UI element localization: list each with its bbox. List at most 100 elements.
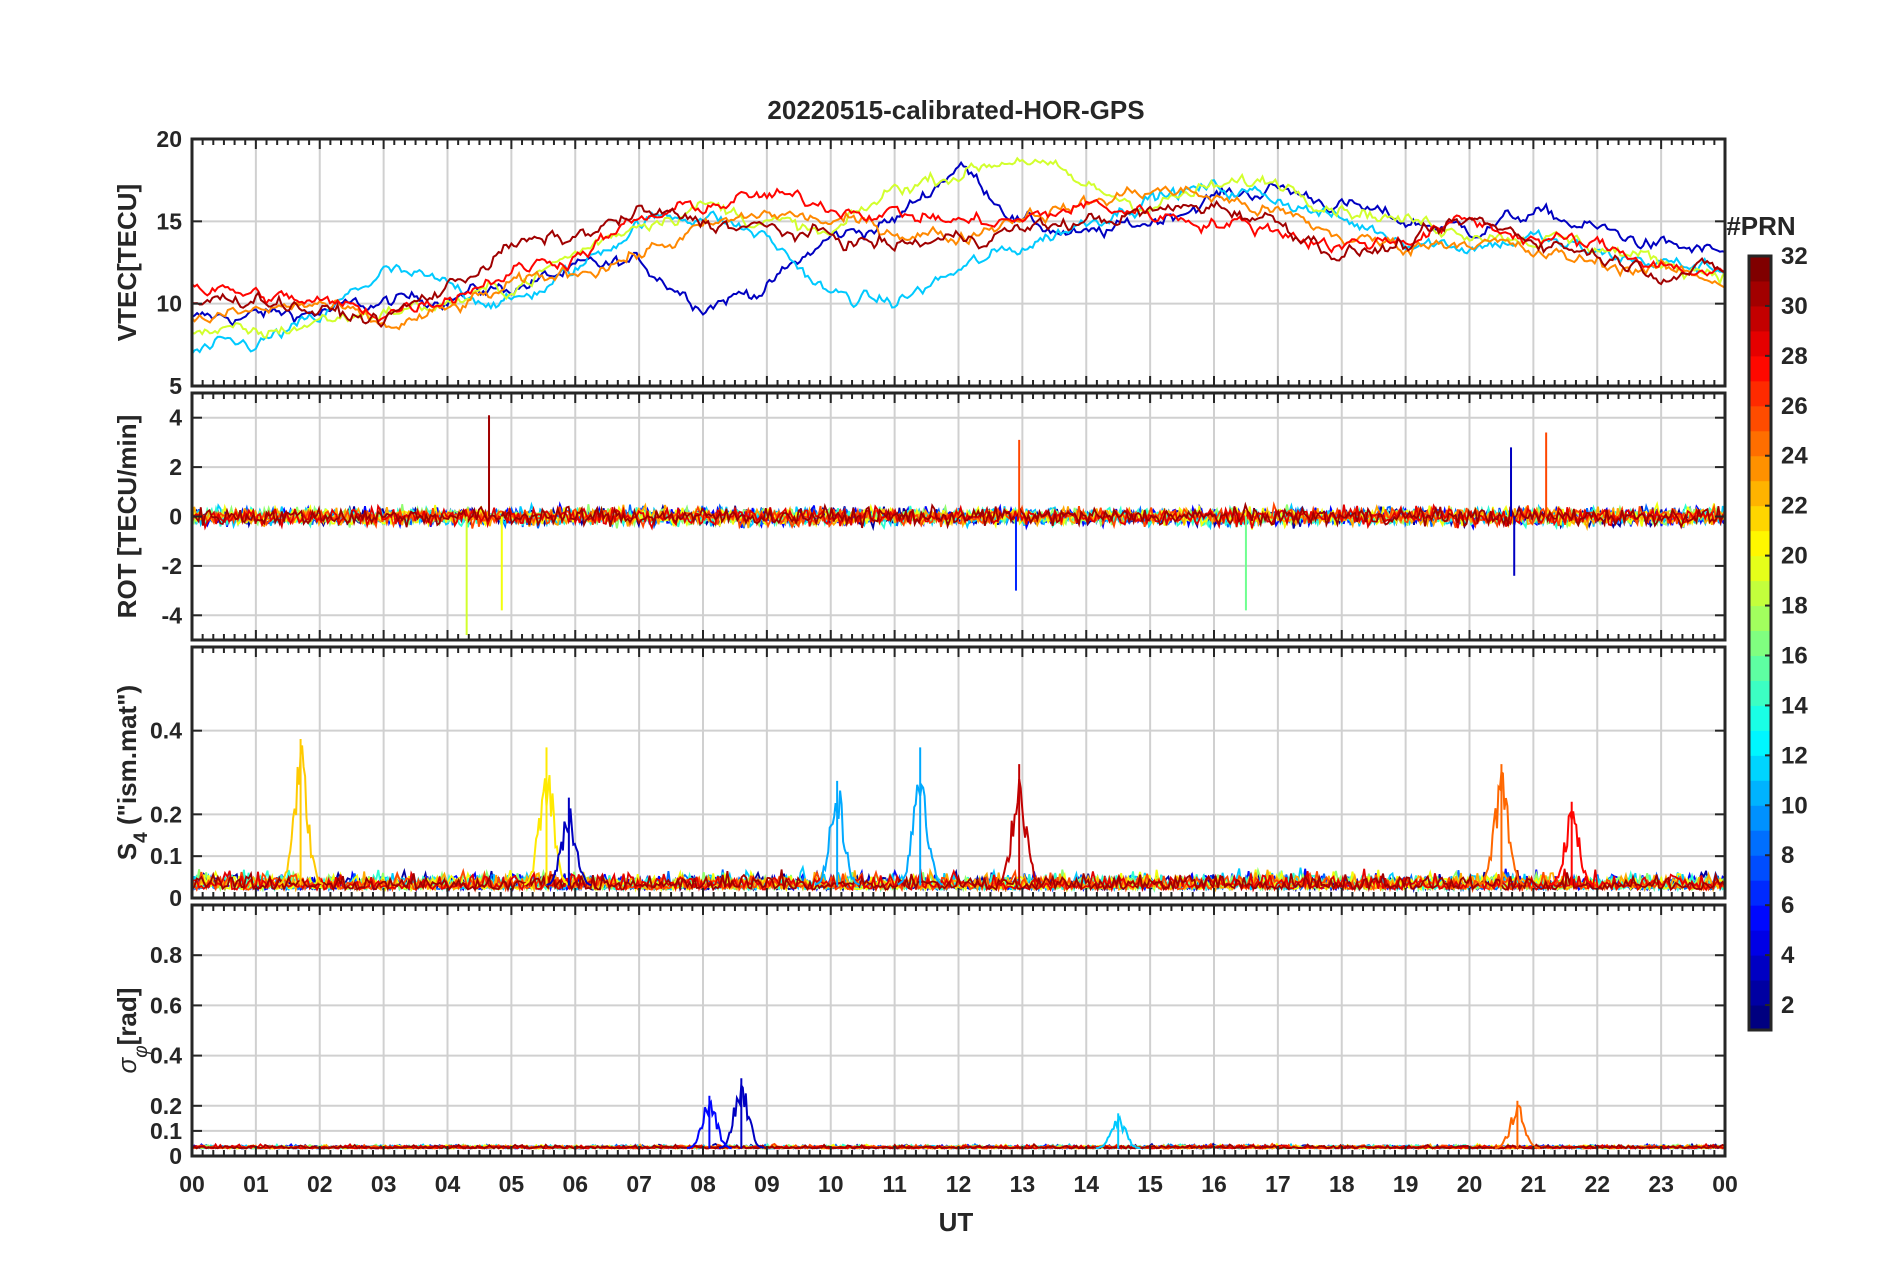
s4-trace-prn-31: [192, 869, 1725, 893]
x-tick-label: 02: [307, 1171, 333, 1197]
y-tick-label: 0.1: [150, 1118, 182, 1144]
colorbar-tick-label: 8: [1781, 842, 1794, 869]
colorbar-segment: [1749, 705, 1771, 731]
y-tick-label: 0.6: [150, 992, 182, 1018]
rot-trace-prn-31: [192, 501, 1725, 530]
x-tick-label: 17: [1265, 1171, 1291, 1197]
colorbar-segment: [1749, 880, 1771, 906]
colorbar-segment: [1749, 455, 1771, 482]
vtec-trace-prn-31: [192, 199, 1725, 329]
axes-frame: [190, 645, 1727, 900]
y-tick-label: 0.8: [150, 942, 182, 968]
y-tick-label: 15: [156, 208, 182, 234]
colorbar-title: #PRN: [1726, 211, 1795, 241]
vtec-trace-prn-3: [192, 160, 1725, 327]
x-tick-label: 09: [754, 1171, 780, 1197]
x-tick-label: 06: [562, 1171, 588, 1197]
colorbar-frame: [1747, 254, 1773, 1032]
colorbar-segment: [1749, 980, 1771, 1006]
y-tick-label: -4: [162, 602, 183, 628]
colorbar-segment: [1749, 730, 1771, 756]
colorbar-segment: [1749, 580, 1771, 607]
x-tick-label: 14: [1073, 1171, 1099, 1197]
colorbar-segment: [1749, 256, 1771, 282]
y-tick-label: 10: [156, 291, 182, 317]
x-tick-label: 23: [1648, 1171, 1674, 1197]
panel-vtec: 5 10 15 20 VTEC[TECU]: [112, 126, 1727, 399]
y-tick-label: 20: [156, 126, 182, 152]
x-axis-label: UT: [939, 1207, 974, 1237]
axes-frame: [190, 903, 1727, 1158]
colorbar-tick-label: 24: [1781, 443, 1808, 470]
colorbar-segment: [1749, 830, 1771, 856]
x-tick-label: 03: [371, 1171, 397, 1197]
colorbar-segment: [1749, 905, 1771, 931]
x-tick-label: 13: [1010, 1171, 1036, 1197]
colorbar-tick-label: 6: [1781, 892, 1794, 919]
panel-rot: -4 -2 0 2 4 ROT [TECU/min]: [112, 391, 1727, 642]
y-tick-label: 0.4: [150, 718, 182, 744]
axes-frame: [190, 137, 1727, 388]
x-tick-label: 20: [1457, 1171, 1483, 1197]
colorbar-segment: [1749, 280, 1771, 307]
traces: [192, 415, 1725, 636]
traces: [192, 156, 1725, 355]
y-axis-label-sigma_phi: σφ[rad]: [112, 988, 152, 1074]
colorbar-segment: [1749, 430, 1771, 457]
colorbar-tick-label: 14: [1781, 692, 1808, 719]
y-tick-label: 5: [169, 373, 182, 399]
colorbar-segment: [1749, 505, 1771, 532]
vtec-trace-prn-24: [192, 185, 1725, 331]
x-tick-label: 18: [1329, 1171, 1355, 1197]
colorbar-segment: [1749, 855, 1771, 881]
colorbar-segment: [1749, 530, 1771, 557]
x-tick-label: 12: [946, 1171, 972, 1197]
y-tick-label: 0: [169, 504, 182, 530]
y-axis-label-rot: ROT [TECU/min]: [112, 415, 142, 619]
x-tick-label: 15: [1137, 1171, 1163, 1197]
colorbar-tick-label: 28: [1781, 343, 1808, 370]
colorbar-segment: [1749, 330, 1771, 357]
colorbar-segment: [1749, 655, 1771, 681]
x-tick-label: 05: [499, 1171, 525, 1197]
colorbar-segment: [1749, 930, 1771, 956]
colorbar-segment: [1749, 605, 1771, 632]
colorbar-tick-label: 18: [1781, 593, 1808, 620]
colorbar-tick-label: 30: [1781, 293, 1808, 320]
x-tick-label: 16: [1201, 1171, 1227, 1197]
colorbar-segment: [1749, 305, 1771, 332]
colorbar-segment: [1749, 680, 1771, 706]
y-tick-label: -2: [162, 553, 182, 579]
colorbar-tick-label: 16: [1781, 642, 1808, 669]
colorbar-tick-label: 20: [1781, 543, 1808, 570]
colorbar-segment: [1749, 480, 1771, 507]
y-tick-label: 0.4: [150, 1043, 182, 1069]
colorbar-tick-label: 12: [1781, 742, 1808, 769]
x-tick-label: 04: [435, 1171, 461, 1197]
panel-s4: 0 0.1 0.2 0.4S4 ("ism.mat"): [112, 645, 1727, 911]
y-axis-label-vtec: VTEC[TECU]: [112, 184, 142, 341]
figure-title: 20220515-calibrated-HOR-GPS: [767, 95, 1144, 125]
colorbar-segment: [1749, 805, 1771, 831]
x-tick-label: 22: [1584, 1171, 1610, 1197]
x-tick-label: 00: [1712, 1171, 1738, 1197]
x-tick-label: 01: [243, 1171, 269, 1197]
y-tick-label: 0: [169, 885, 182, 911]
x-tick-label: 00: [179, 1171, 205, 1197]
colorbar-tick-label: 2: [1781, 992, 1794, 1019]
y-tick-label: 0.2: [150, 801, 182, 827]
colorbar-tick-label: 10: [1781, 792, 1808, 819]
colorbar-segment: [1749, 755, 1771, 781]
colorbar-tick-label: 26: [1781, 393, 1808, 420]
y-tick-label: 0.1: [150, 843, 182, 869]
colorbar-tick-label: 32: [1781, 243, 1808, 270]
x-tick-label: 11: [882, 1171, 907, 1197]
colorbar-segment: [1749, 1005, 1771, 1031]
x-tick-label: 19: [1393, 1171, 1419, 1197]
x-tick-label: 21: [1521, 1171, 1547, 1197]
colorbar-segment: [1749, 380, 1771, 407]
colorbar-tick-label: 22: [1781, 493, 1808, 520]
